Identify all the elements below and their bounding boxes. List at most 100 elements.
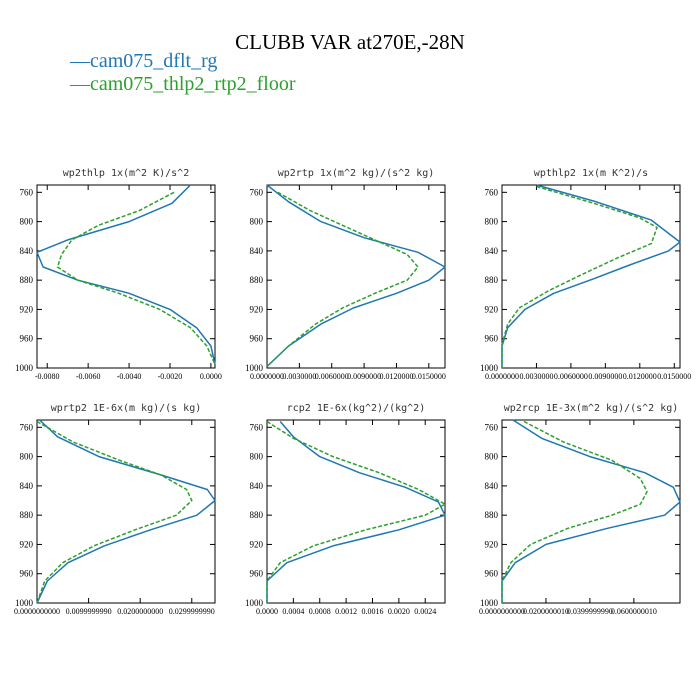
x-tick-label: 0.0000	[256, 607, 278, 616]
x-tick-label: 0.0099999990	[66, 607, 112, 616]
x-tick-label: 0.0024	[414, 607, 436, 616]
y-tick-label: 760	[20, 422, 34, 432]
x-tick-label: 0.0012	[335, 607, 357, 616]
plot-frame	[501, 184, 681, 369]
series-line-floor	[266, 191, 419, 368]
series-line-floor	[56, 191, 216, 365]
chart-panel: wp2thlp 1x(m^2 K)/s^2 760 800 840 880 920 960 1…	[15, 168, 222, 381]
y-tick-label: 960	[250, 569, 264, 579]
series-line-floor	[36, 420, 193, 604]
x-tick-label: 0.0200000000	[117, 607, 163, 616]
legend: —cam075_dflt_rg —cam075_thlp2_rtp2_floor	[70, 50, 296, 96]
y-tick-label: 840	[250, 481, 264, 491]
legend-line-icon: —	[70, 73, 90, 95]
y-tick-label: 920	[20, 539, 34, 549]
series-line-default	[36, 184, 216, 365]
y-tick-label: 800	[485, 217, 499, 227]
x-tick-label: 0.0090000	[588, 372, 622, 381]
series-line-default	[501, 184, 681, 368]
x-tick-label: 0.0030000	[282, 372, 316, 381]
chart-panel: wpthlp2 1x(m K^2)/s 760 800 840 880 920 960 100…	[480, 168, 691, 381]
y-tick-label: 760	[485, 187, 499, 197]
chart-panel: wp2rcp 1E-3x(m^2 kg)/(s^2 kg) 760 800 840 88…	[479, 403, 681, 616]
x-tick-label: 0.0000000	[485, 372, 519, 381]
y-tick-label: 800	[20, 217, 34, 227]
y-tick-label: 800	[485, 452, 499, 462]
y-tick-label: 840	[485, 481, 499, 491]
series-line-default	[501, 419, 681, 603]
y-tick-label: 920	[485, 304, 499, 314]
y-tick-label: 800	[250, 452, 264, 462]
x-tick-label: 0.0120000	[623, 372, 657, 381]
chart-title: wpthlp2 1x(m K^2)/s	[534, 168, 648, 179]
y-tick-label: 920	[20, 304, 34, 314]
plot-frame	[266, 419, 446, 604]
chart-panel: wprtp2 1E-6x(m kg)/(s kg) 760 800 840 880 920…	[14, 403, 216, 616]
x-tick-label: 0.0000000000	[14, 607, 60, 616]
x-tick-label: 0.0090000	[347, 372, 381, 381]
y-tick-label: 960	[20, 334, 34, 344]
x-tick-label: -0.0020	[158, 372, 183, 381]
x-tick-label: 0.0200000010	[523, 607, 569, 616]
y-tick-label: 880	[20, 275, 34, 285]
y-tick-label: 840	[20, 246, 34, 256]
chart-title: rcp2 1E-6x(kg^2)/(kg^2)	[287, 403, 425, 414]
legend-label: cam075_dflt_rg	[90, 50, 218, 72]
x-tick-label: -0.0080	[35, 372, 60, 381]
y-tick-label: 960	[485, 569, 499, 579]
legend-entry-default: —cam075_dflt_rg	[70, 50, 296, 73]
page-title: CLUBB VAR at270E,-28N	[235, 30, 465, 54]
plot-frame	[501, 419, 681, 604]
series-line-floor	[266, 420, 446, 603]
y-tick-label: 920	[250, 304, 264, 314]
plot-frame	[36, 419, 216, 604]
x-tick-label: 0.0399999990	[567, 607, 613, 616]
y-tick-label: 960	[250, 334, 264, 344]
y-tick-label: 880	[20, 510, 34, 520]
series-line-floor	[501, 185, 658, 368]
y-tick-label: 800	[20, 452, 34, 462]
x-tick-label: 0.0000	[200, 372, 222, 381]
chart-title: wp2rtp 1x(m^2 kg)/(s^2 kg)	[278, 168, 435, 179]
x-tick-label: 0.0060000	[554, 372, 588, 381]
y-tick-label: 840	[485, 246, 499, 256]
x-tick-label: 0.0120000	[379, 372, 413, 381]
x-tick-label: -0.0040	[117, 372, 142, 381]
y-tick-label: 1000	[15, 363, 34, 373]
plot-frame	[266, 184, 446, 369]
chart-panel: rcp2 1E-6x(kg^2)/(kg^2) 760 800 840 880 920 96…	[245, 403, 446, 616]
series-line-floor	[501, 420, 648, 603]
y-tick-label: 880	[485, 510, 499, 520]
x-tick-label: 0.0299999990	[169, 607, 215, 616]
series-line-default	[266, 184, 446, 368]
x-tick-label: 0.0000000000	[479, 607, 525, 616]
y-tick-label: 1000	[480, 598, 499, 608]
x-tick-label: 0.0030000	[519, 372, 553, 381]
y-tick-label: 1000	[15, 598, 34, 608]
x-tick-label: 0.0020	[388, 607, 410, 616]
y-tick-label: 760	[250, 187, 264, 197]
x-tick-label: 0.0060000	[315, 372, 349, 381]
x-tick-label: 0.0008	[309, 607, 331, 616]
y-tick-label: 880	[485, 275, 499, 285]
series-line-default	[266, 421, 446, 603]
chart-title: wp2thlp 1x(m^2 K)/s^2	[63, 168, 189, 179]
x-tick-label: -0.0060	[76, 372, 101, 381]
y-tick-label: 760	[485, 422, 499, 432]
x-tick-label: 0.0016	[361, 607, 383, 616]
y-tick-label: 960	[20, 569, 34, 579]
y-tick-label: 960	[485, 334, 499, 344]
x-tick-label: 0.0004	[282, 607, 304, 616]
legend-label: cam075_thlp2_rtp2_floor	[90, 73, 296, 95]
y-tick-label: 920	[485, 539, 499, 549]
x-tick-label: 0.0000000	[250, 372, 284, 381]
series-line-default	[36, 419, 216, 604]
legend-line-icon: —	[70, 50, 90, 72]
y-tick-label: 1000	[480, 363, 499, 373]
y-tick-label: 1000	[245, 598, 264, 608]
y-tick-label: 1000	[245, 363, 264, 373]
y-tick-label: 840	[20, 481, 34, 491]
chart-panel: wp2rtp 1x(m^2 kg)/(s^2 kg) 760 800 840 880 92…	[245, 168, 446, 381]
y-tick-label: 920	[250, 539, 264, 549]
